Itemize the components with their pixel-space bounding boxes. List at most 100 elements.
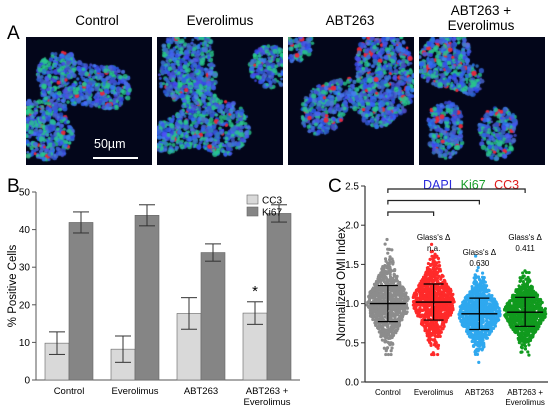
legend-swatch-cc3 (246, 194, 259, 205)
data-point (392, 325, 396, 329)
y-axis-title: Normalized OMI Index (336, 227, 348, 342)
data-point (508, 300, 512, 304)
data-point (529, 319, 533, 323)
data-point (467, 327, 471, 332)
data-point (389, 352, 393, 357)
data-point (521, 332, 525, 336)
data-point (523, 292, 527, 296)
data-point (425, 286, 429, 290)
data-point (474, 287, 478, 291)
data-point (537, 318, 541, 322)
data-point (384, 299, 388, 303)
data-point (393, 279, 397, 283)
data-point (390, 248, 394, 252)
data-point (514, 290, 518, 294)
significance-asterisk: * (252, 283, 258, 300)
data-point (429, 343, 433, 348)
data-point (518, 314, 522, 318)
data-point (375, 312, 379, 316)
data-point (436, 291, 440, 295)
data-point (382, 346, 386, 350)
data-point (448, 313, 453, 317)
data-point (385, 346, 390, 350)
data-point (423, 329, 427, 333)
data-point (383, 281, 388, 285)
data-point (505, 308, 509, 312)
data-point (443, 283, 447, 287)
data-point (386, 323, 390, 327)
data-point (526, 350, 530, 354)
micrograph-canvas (157, 37, 283, 165)
data-point (384, 352, 388, 357)
data-point (469, 304, 473, 308)
data-point (394, 328, 398, 333)
data-point (430, 249, 435, 253)
data-point (457, 312, 461, 316)
data-point (405, 310, 409, 314)
data-point (426, 330, 430, 334)
data-point (487, 332, 491, 337)
data-point (483, 304, 488, 308)
data-point (385, 329, 389, 333)
data-point (420, 295, 424, 299)
data-point (482, 345, 486, 349)
data-point (430, 254, 434, 258)
data-point (434, 276, 438, 281)
data-point (428, 334, 432, 338)
data-point (433, 322, 437, 326)
data-point (495, 319, 499, 323)
micrograph-everolimus (157, 37, 283, 165)
data-point (462, 319, 466, 324)
data-point (389, 327, 393, 331)
data-point (444, 304, 448, 308)
data-point (382, 312, 386, 316)
y-tick-label: 50 (19, 188, 31, 199)
comparison-bracket (387, 199, 480, 205)
data-point (520, 322, 524, 326)
data-point (484, 324, 488, 328)
data-point (527, 303, 531, 307)
data-point (521, 271, 525, 275)
data-point (525, 316, 529, 321)
data-point (417, 311, 421, 315)
data-point (388, 305, 393, 309)
data-point (473, 335, 477, 340)
data-point (435, 266, 439, 271)
data-point (534, 301, 539, 305)
x-tick-label: Everolimus (244, 397, 291, 408)
data-point (521, 279, 525, 284)
data-point (484, 288, 488, 292)
data-point (494, 305, 498, 309)
comparison-bracket (387, 188, 526, 193)
x-tick-label: ABT263 (465, 388, 494, 397)
data-point (387, 341, 391, 345)
data-point (437, 303, 441, 307)
data-point (467, 334, 472, 338)
y-tick-label: 40 (19, 225, 31, 236)
data-point (433, 308, 437, 313)
data-point (430, 271, 434, 275)
data-point (424, 290, 429, 295)
y-tick-label: 0.0 (345, 378, 359, 389)
data-point (436, 334, 440, 339)
scale-bar (93, 157, 138, 159)
data-point (529, 306, 534, 310)
data-point (428, 276, 432, 280)
data-point (483, 307, 487, 311)
data-point (391, 262, 395, 266)
data-point (397, 308, 401, 312)
data-point (390, 308, 394, 312)
data-point (447, 297, 451, 301)
data-point (425, 279, 430, 284)
data-point (470, 319, 474, 323)
data-point (431, 257, 435, 261)
data-point (439, 290, 443, 294)
data-point (491, 315, 495, 319)
data-point (473, 352, 478, 357)
data-point (467, 320, 471, 324)
data-point (528, 290, 532, 294)
panel-a-letter: A (7, 23, 20, 44)
data-point (496, 316, 500, 320)
data-point (383, 334, 387, 338)
